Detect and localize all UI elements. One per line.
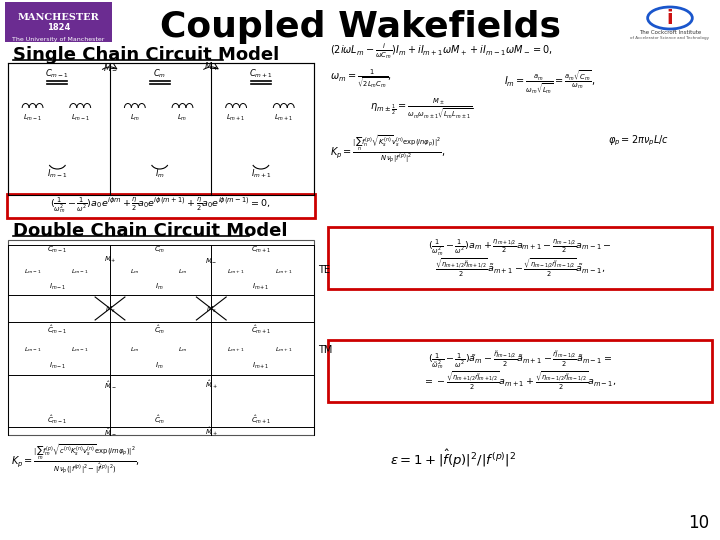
Text: 1824: 1824 — [47, 23, 70, 31]
Ellipse shape — [648, 7, 693, 29]
Text: The Cockcroft Institute: The Cockcroft Institute — [639, 30, 701, 36]
FancyBboxPatch shape — [8, 63, 313, 195]
Text: $C_{m-1}$: $C_{m-1}$ — [45, 68, 69, 80]
Text: $(\frac{1}{\tilde{\omega}_m^2} - \frac{1}{\omega^2})\tilde{a}_m - \frac{\tilde{\: $(\frac{1}{\tilde{\omega}_m^2} - \frac{1… — [428, 350, 612, 372]
Text: TE: TE — [318, 265, 330, 275]
Text: $\hat{C}_{m-1}$: $\hat{C}_{m-1}$ — [48, 323, 68, 336]
Text: $L_{m-1}$: $L_{m-1}$ — [71, 346, 89, 354]
Text: Coupled Wakefields: Coupled Wakefields — [160, 10, 561, 44]
Text: $L_m$: $L_m$ — [178, 267, 187, 276]
Text: $M_s$: $M_s$ — [105, 305, 115, 315]
FancyBboxPatch shape — [328, 340, 711, 402]
Text: $M_-$: $M_-$ — [103, 62, 117, 72]
Text: $(\frac{1}{\omega_m^2} - \frac{1}{\omega^2})a_m + \frac{\eta_{m+1/2}}{2}a_{m+1} : $(\frac{1}{\omega_m^2} - \frac{1}{\omega… — [428, 237, 612, 258]
Text: $K_p = \frac{|\sum_n f_n^{(p)}\sqrt{K_s^{(n)}}v_s^{(n)}\exp(in\varphi_p)|^2}{N\n: $K_p = \frac{|\sum_n f_n^{(p)}\sqrt{K_s^… — [330, 134, 446, 166]
Text: $I_m$: $I_m$ — [155, 168, 165, 180]
Text: $L_{m-1}$: $L_{m-1}$ — [71, 267, 89, 276]
Text: $L_{m+1}$: $L_{m+1}$ — [228, 346, 245, 354]
Text: $C_m$: $C_m$ — [153, 68, 166, 80]
Text: $L_m$: $L_m$ — [130, 113, 140, 123]
Text: $\omega_m = \frac{1}{\sqrt{2L_mC_m}},$: $\omega_m = \frac{1}{\sqrt{2L_mC_m}},$ — [330, 68, 392, 91]
Text: $M_-$: $M_-$ — [205, 256, 217, 264]
Text: $L_{m+1}$: $L_{m+1}$ — [275, 267, 292, 276]
FancyBboxPatch shape — [6, 194, 315, 218]
Text: $L_{m+1}$: $L_{m+1}$ — [228, 267, 245, 276]
FancyBboxPatch shape — [8, 240, 313, 435]
Text: $I_{m-1}$: $I_{m-1}$ — [49, 361, 66, 371]
Text: $(2i\omega L_m - \frac{i}{\omega C_m})I_m + iI_{m+1}\omega M_+ + iI_{m-1}\omega : $(2i\omega L_m - \frac{i}{\omega C_m})I_… — [330, 42, 553, 62]
Text: $I_{m+1}$: $I_{m+1}$ — [252, 282, 270, 292]
Text: $I_{m+1}$: $I_{m+1}$ — [252, 361, 270, 371]
Text: $I_m$: $I_m$ — [156, 282, 164, 292]
Text: $I_{m+1}$: $I_{m+1}$ — [251, 168, 271, 180]
Text: $\epsilon = 1 + |\hat{f}(p)|^2/|f^{(p)}|^2$: $\epsilon = 1 + |\hat{f}(p)|^2/|f^{(p)}|… — [390, 448, 516, 470]
Text: $(\frac{1}{\omega_m^2} - \frac{1}{\omega^2})a_0 e^{i\phi m} + \frac{\eta}{2}a_0 : $(\frac{1}{\omega_m^2} - \frac{1}{\omega… — [50, 196, 271, 216]
Text: $\hat{C}_{m+1}$: $\hat{C}_{m+1}$ — [251, 323, 271, 336]
Text: $\hat{M}_-$: $\hat{M}_-$ — [104, 380, 117, 390]
Text: $I_m$: $I_m$ — [156, 361, 164, 371]
Text: $C_m$: $C_m$ — [154, 245, 166, 255]
Text: $I_m = \frac{a_m}{\omega_m\sqrt{L_m}} = \frac{a_m\sqrt{C_m}}{\omega_m},$: $I_m = \frac{a_m}{\omega_m\sqrt{L_m}} = … — [504, 68, 595, 96]
Text: $L_m$: $L_m$ — [130, 346, 140, 354]
Text: $L_{m+1}$: $L_{m+1}$ — [274, 113, 294, 123]
Text: $\varphi_p = 2\pi\nu_p L/c$: $\varphi_p = 2\pi\nu_p L/c$ — [608, 134, 670, 148]
Text: $= -\frac{\sqrt{\eta_{m+1/2}\tilde{\eta}_{m+1/2}}}{2}a_{m+1} + \frac{\sqrt{\eta_: $= -\frac{\sqrt{\eta_{m+1/2}\tilde{\eta}… — [423, 370, 617, 392]
Text: $\eta_{m\pm\frac{1}{2}} = \frac{M_\pm}{\omega_m\omega_{m\pm 1}\sqrt{L_mL_{m\pm 1: $\eta_{m\pm\frac{1}{2}} = \frac{M_\pm}{\… — [370, 97, 475, 122]
Text: $L_{m+1}$: $L_{m+1}$ — [227, 113, 246, 123]
Text: $M_+$: $M_+$ — [204, 60, 219, 73]
Text: $L_{m-1}$: $L_{m-1}$ — [23, 113, 42, 123]
Text: $L_{m-1}$: $L_{m-1}$ — [71, 113, 90, 123]
Text: $C_{m+1}$: $C_{m+1}$ — [249, 68, 273, 80]
Text: $\hat{C}_m$: $\hat{C}_m$ — [154, 414, 166, 426]
Text: Single Chain Circuit Model: Single Chain Circuit Model — [13, 46, 279, 64]
Text: The University of Manchester: The University of Manchester — [12, 37, 104, 43]
Text: i: i — [667, 9, 673, 28]
Text: $L_m$: $L_m$ — [178, 346, 187, 354]
Text: $M_+$: $M_+$ — [104, 255, 117, 265]
Text: $I_{m-1}$: $I_{m-1}$ — [49, 282, 66, 292]
Text: $L_m$: $L_m$ — [177, 113, 188, 123]
Text: $C_{m+1}$: $C_{m+1}$ — [251, 245, 271, 255]
Text: $\hat{M}_-$: $\hat{M}_-$ — [104, 427, 117, 437]
Text: $I_{m-1}$: $I_{m-1}$ — [47, 168, 68, 180]
Text: $\hat{M}_+$: $\hat{M}_+$ — [205, 426, 217, 438]
Text: $\hat{M}_+$: $\hat{M}_+$ — [205, 379, 217, 392]
Text: $K_p = \frac{|\sum_m f_m^{(p)}\sqrt{c^{(n)}K_s^{(n)}v_s^{(n)}}\exp(im\varphi_p)|: $K_p = \frac{|\sum_m f_m^{(p)}\sqrt{c^{(… — [11, 442, 140, 476]
FancyBboxPatch shape — [5, 2, 112, 42]
Text: 10: 10 — [688, 514, 710, 532]
Text: $L_{m-1}$: $L_{m-1}$ — [24, 346, 41, 354]
Text: $L_m$: $L_m$ — [130, 267, 140, 276]
Text: MANCHESTER: MANCHESTER — [17, 14, 99, 23]
Text: of Accelerator Science and Technology: of Accelerator Science and Technology — [631, 36, 709, 40]
Text: $\hat{C}_{m-1}$: $\hat{C}_{m-1}$ — [48, 414, 68, 426]
Text: $C_{m-1}$: $C_{m-1}$ — [48, 245, 68, 255]
Text: $\hat{C}_{m+1}$: $\hat{C}_{m+1}$ — [251, 414, 271, 426]
FancyBboxPatch shape — [328, 227, 711, 289]
Text: $M_s$: $M_s$ — [206, 305, 217, 315]
Text: $L_{m+1}$: $L_{m+1}$ — [275, 346, 292, 354]
Text: Double Chain Circuit Model: Double Chain Circuit Model — [13, 222, 287, 240]
Text: $L_{m-1}$: $L_{m-1}$ — [24, 267, 41, 276]
Text: $\frac{\sqrt{\eta_{m+1/2}\tilde{\eta}_{m+1/2}}}{2}\tilde{a}_{m+1} - \frac{\sqrt{: $\frac{\sqrt{\eta_{m+1/2}\tilde{\eta}_{m… — [435, 257, 605, 279]
Text: $\hat{C}_m$: $\hat{C}_m$ — [154, 323, 166, 336]
Text: TM: TM — [318, 345, 333, 355]
